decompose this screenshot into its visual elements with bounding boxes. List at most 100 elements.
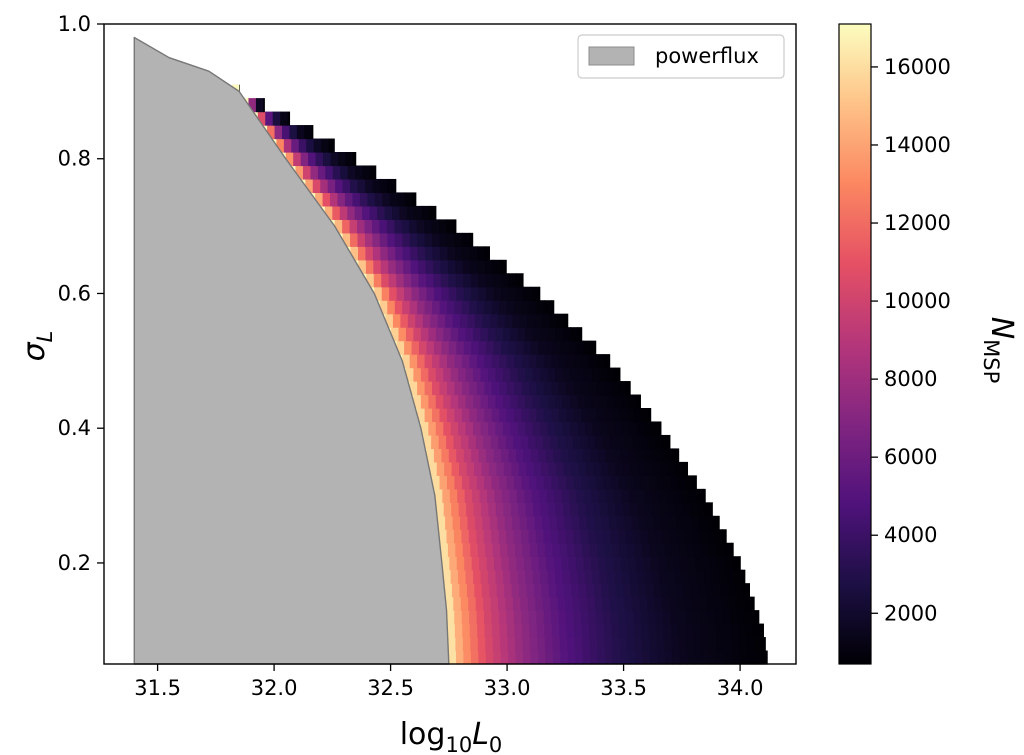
heatmap-cell bbox=[679, 650, 688, 665]
heatmap-cell bbox=[573, 529, 582, 544]
heatmap-cell bbox=[337, 192, 346, 207]
heatmap-cell bbox=[610, 529, 619, 544]
heatmap-cell bbox=[482, 313, 491, 328]
heatmap-cell bbox=[483, 529, 492, 544]
heatmap-cell bbox=[502, 327, 511, 342]
heatmap-cell bbox=[463, 273, 472, 288]
heatmap-cell bbox=[614, 367, 621, 382]
heatmap-cell bbox=[549, 515, 558, 530]
heatmap-cell bbox=[428, 327, 437, 342]
heatmap-cell bbox=[620, 448, 629, 463]
heatmap-cell bbox=[323, 152, 332, 167]
heatmap-cell bbox=[602, 596, 611, 611]
heatmap-cell bbox=[442, 488, 451, 503]
heatmap-cell bbox=[555, 394, 564, 409]
heatmap-cell bbox=[379, 232, 388, 247]
heatmap-cell bbox=[560, 650, 569, 665]
heatmap-cell bbox=[265, 111, 274, 126]
heatmap-cell bbox=[500, 273, 509, 288]
heatmap-cell bbox=[566, 408, 575, 423]
heatmap-cell bbox=[413, 394, 422, 409]
heatmap-cell bbox=[658, 488, 667, 503]
heatmap-cell bbox=[547, 569, 556, 584]
heatmap-cell bbox=[651, 488, 660, 503]
heatmap-cell bbox=[451, 502, 460, 517]
heatmap-cell bbox=[670, 475, 679, 490]
heatmap-cell bbox=[730, 623, 739, 638]
heatmap-cell bbox=[332, 165, 341, 180]
heatmap-cell bbox=[449, 488, 458, 503]
heatmap-cell bbox=[640, 408, 649, 423]
heatmap-cell bbox=[344, 192, 353, 207]
heatmap-cell bbox=[605, 448, 614, 463]
heatmap-cell bbox=[528, 434, 537, 450]
heatmap-cell bbox=[551, 610, 560, 625]
heatmap-cell bbox=[504, 515, 513, 530]
heatmap-cell bbox=[452, 313, 461, 328]
heatmap-cell bbox=[656, 623, 665, 638]
heatmap-cell bbox=[515, 340, 524, 355]
heatmap-cell bbox=[543, 408, 552, 423]
heatmap-cell bbox=[382, 192, 391, 207]
heatmap-cell bbox=[357, 232, 366, 247]
heatmap-cell bbox=[489, 515, 498, 530]
heatmap-cell bbox=[624, 596, 633, 611]
heatmap-cell bbox=[493, 650, 502, 665]
heatmap-cell bbox=[551, 475, 560, 490]
heatmap-cell bbox=[470, 273, 479, 288]
heatmap-cell bbox=[637, 502, 646, 517]
heatmap-cell bbox=[388, 273, 397, 288]
heatmap-cell bbox=[644, 421, 653, 436]
heatmap-cell bbox=[435, 394, 444, 409]
heatmap-cell bbox=[365, 246, 374, 261]
heatmap-cell bbox=[484, 610, 493, 625]
heatmap-cell bbox=[479, 556, 488, 571]
heatmap-cell bbox=[639, 434, 648, 450]
heatmap-cell bbox=[374, 286, 383, 301]
heatmap-cell bbox=[608, 461, 617, 476]
heatmap-cell bbox=[480, 327, 489, 342]
heatmap-cell bbox=[687, 556, 696, 571]
heatmap-cell bbox=[699, 596, 708, 611]
heatmap-cell bbox=[559, 623, 568, 638]
heatmap-cell bbox=[494, 488, 503, 503]
heatmap-cell bbox=[580, 596, 589, 611]
heatmap-cell bbox=[651, 569, 660, 584]
heatmap-cell bbox=[492, 542, 501, 557]
heatmap-cell bbox=[510, 421, 519, 436]
heatmap-cell bbox=[409, 232, 418, 247]
heatmap-cell bbox=[597, 448, 607, 463]
heatmap-cell bbox=[521, 408, 530, 423]
heatmap-cell bbox=[374, 192, 383, 207]
heatmap-cell bbox=[446, 610, 455, 625]
heatmap-cell bbox=[335, 178, 344, 194]
heatmap-cell bbox=[439, 354, 448, 369]
heatmap-cell bbox=[662, 434, 671, 450]
heatmap-cell bbox=[738, 623, 747, 638]
heatmap-cell bbox=[534, 313, 543, 328]
heatmap-cell bbox=[515, 542, 524, 557]
heatmap-cell bbox=[418, 259, 427, 274]
heatmap-cell bbox=[473, 367, 482, 382]
heatmap-cell bbox=[435, 327, 444, 342]
heatmap-cell bbox=[601, 583, 610, 598]
heatmap-cell bbox=[519, 515, 528, 530]
heatmap-cell bbox=[476, 529, 485, 544]
heatmap-cell bbox=[659, 569, 668, 584]
heatmap-cell bbox=[493, 448, 502, 463]
heatmap-cell bbox=[507, 542, 516, 557]
heatmap-cell bbox=[717, 556, 726, 571]
heatmap-cell bbox=[355, 165, 364, 180]
heatmap-cell bbox=[514, 300, 523, 315]
heatmap-cell bbox=[731, 650, 740, 665]
heatmap-cell bbox=[578, 461, 587, 476]
heatmap-cell bbox=[558, 610, 567, 625]
heatmap-cell bbox=[548, 461, 557, 476]
heatmap-cell bbox=[719, 569, 728, 584]
heatmap-cell bbox=[608, 583, 617, 598]
heatmap-cell bbox=[693, 475, 697, 490]
heatmap-cell bbox=[533, 461, 542, 476]
heatmap-cell bbox=[535, 596, 544, 611]
heatmap-cell bbox=[528, 408, 538, 423]
heatmap-cell bbox=[439, 219, 448, 234]
